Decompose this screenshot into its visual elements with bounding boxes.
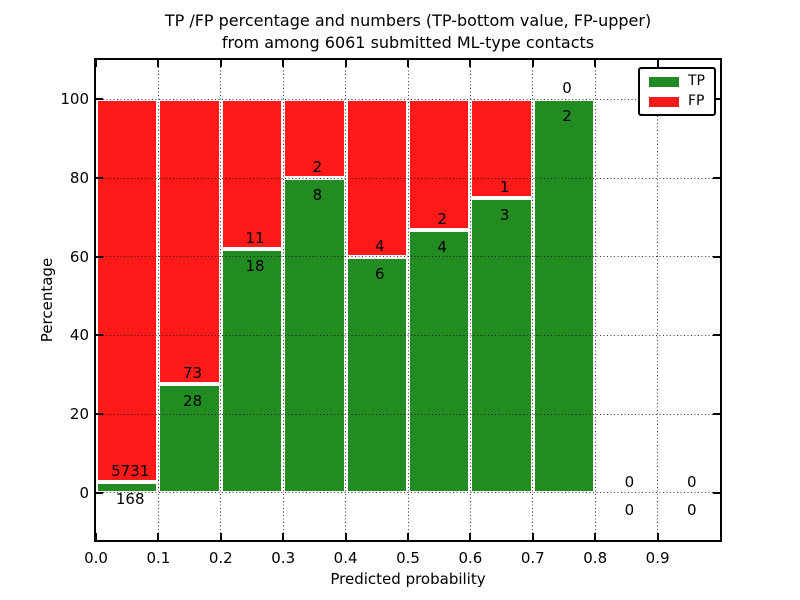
chart-title-line1: TP /FP percentage and numbers (TP-bottom…	[164, 11, 652, 30]
value-label-fp-2: 11	[245, 228, 265, 247]
tick-y-left-20	[96, 413, 103, 416]
bar-fp-6	[470, 99, 533, 198]
tick-label-y-20: 20	[69, 405, 89, 424]
tick-x-top-0.7	[531, 60, 534, 67]
tick-x-top-0.2	[219, 60, 222, 67]
value-label-fp-9: 0	[687, 472, 697, 491]
tick-y-right-80	[713, 177, 720, 180]
value-label-fp-1: 73	[183, 363, 203, 382]
tick-y-left-100	[96, 98, 103, 101]
tick-x-top-0.1	[157, 60, 160, 67]
legend-label-tp: TP	[688, 73, 705, 89]
tick-x-bottom-0.9	[656, 533, 659, 540]
value-label-tp-0: 168	[115, 489, 145, 508]
tick-label-x-0.6: 0.6	[458, 549, 483, 567]
tick-x-bottom-0.2	[219, 533, 222, 540]
tick-y-left-40	[96, 334, 103, 337]
tick-label-x-0.3: 0.3	[271, 549, 296, 567]
value-label-tp-8: 0	[624, 500, 635, 519]
tick-y-right-20	[713, 413, 720, 416]
legend-item-fp: FP	[649, 94, 705, 109]
tick-label-x-0.0: 0.0	[84, 549, 108, 567]
y-axis-label: Percentage	[38, 257, 56, 343]
bar-tp-3	[283, 178, 346, 493]
bar-fp-5	[408, 99, 471, 231]
x-axis-label: Predicted probability	[330, 570, 486, 588]
value-label-fp-8: 0	[624, 472, 635, 491]
legend-swatch-fp	[649, 96, 679, 107]
tick-x-top-0.3	[282, 60, 285, 67]
tick-label-x-0.1: 0.1	[146, 549, 171, 567]
tick-x-bottom-0.5	[407, 533, 409, 540]
value-label-tp-4: 6	[375, 264, 385, 283]
tick-x-bottom-0.4	[344, 533, 347, 540]
legend: TP FP	[638, 67, 716, 116]
value-label-tp-9: 0	[687, 500, 697, 519]
tick-x-top-0.4	[344, 60, 347, 67]
tick-label-x-0.7: 0.7	[520, 549, 545, 567]
plot-area: 5731 168 73 28 11 18 2 8 4 6 2 4 1 3 0 2 0 0 0 0 0.0 0.1 0.2 0…	[38, 58, 722, 588]
bar-tp-7	[532, 99, 596, 493]
tick-x-bottom-0.3	[282, 533, 285, 540]
bar-tp-2	[220, 248, 284, 493]
bar-tp-6	[470, 197, 533, 493]
bar-fp-4	[345, 99, 408, 257]
bar-tp-4	[345, 256, 408, 493]
tick-label-x-0.2: 0.2	[208, 549, 233, 567]
tick-x-bottom-0.0	[95, 533, 97, 540]
value-label-tp-6: 3	[499, 205, 510, 224]
tick-x-top-0.5	[407, 60, 409, 67]
bar-tp-1	[158, 383, 221, 493]
tick-x-top-0.6	[469, 60, 472, 67]
tick-label-x-0.8: 0.8	[583, 549, 608, 567]
tick-y-left-80	[96, 177, 103, 180]
legend-swatch-tp	[649, 76, 679, 87]
bar-fp-2	[220, 99, 284, 249]
tick-x-bottom-0.7	[531, 533, 534, 540]
value-label-fp-0: 5731	[111, 461, 150, 480]
value-label-tp-1: 28	[183, 391, 203, 410]
value-label-fp-4: 4	[375, 236, 385, 255]
value-label-tp-2: 18	[245, 256, 265, 275]
bar-fp-1	[158, 99, 221, 384]
value-label-tp-7: 2	[562, 107, 572, 126]
tick-x-bottom-0.6	[469, 533, 472, 540]
value-label-tp-3: 8	[312, 186, 323, 205]
tick-y-left-60	[96, 255, 103, 258]
tick-x-bottom-0.8	[594, 533, 597, 540]
tick-label-x-0.9: 0.9	[645, 549, 670, 567]
bar-fp-0	[96, 99, 159, 482]
tick-label-x-0.5: 0.5	[396, 549, 420, 567]
value-label-tp-5: 4	[437, 238, 447, 257]
value-label-fp-7: 0	[562, 79, 572, 98]
value-label-fp-3: 2	[312, 158, 323, 177]
gridline-x-0.9	[657, 60, 659, 540]
tick-label-y-100: 100	[60, 90, 89, 109]
legend-label-fp: FP	[688, 93, 705, 109]
chart-title: TP /FP percentage and numbers (TP-bottom…	[8, 10, 800, 54]
tick-x-top-0.0	[95, 60, 97, 67]
value-label-fp-5: 2	[437, 210, 447, 229]
tick-y-right-0	[713, 491, 720, 494]
tick-x-top-0.9	[656, 60, 659, 67]
legend-item-tp: TP	[649, 74, 705, 89]
tick-y-right-40	[713, 334, 720, 337]
value-label-fp-6: 1	[499, 177, 510, 196]
chart-title-line2: from among 6061 submitted ML-type contac…	[221, 33, 595, 52]
tick-x-bottom-0.1	[157, 533, 160, 540]
bar-tp-5	[408, 230, 471, 493]
tick-label-y-60: 60	[69, 247, 89, 266]
tick-label-x-0.4: 0.4	[333, 549, 358, 567]
tick-label-y-0: 0	[79, 483, 89, 502]
tick-label-y-40: 40	[69, 326, 89, 345]
tick-label-y-80: 80	[69, 169, 89, 188]
tick-x-top-0.8	[594, 60, 597, 67]
tick-y-right-60	[713, 255, 720, 258]
bar-tp-0	[96, 481, 159, 493]
tick-y-left-0	[96, 491, 103, 494]
bar-fp-3	[283, 99, 346, 179]
